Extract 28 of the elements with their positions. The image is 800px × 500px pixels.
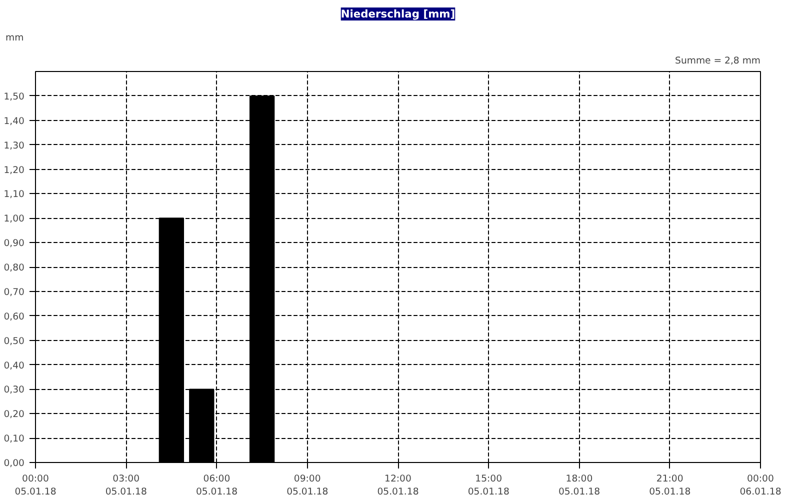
y-tick-label: 1,20 — [4, 164, 25, 176]
y-tick-label: 1,10 — [4, 189, 25, 200]
y-tick-label: 0,30 — [4, 384, 25, 396]
y-tick-label: 0,10 — [4, 434, 25, 445]
y-tick-label: 1,00 — [4, 214, 25, 225]
y-tick-label: 0,40 — [4, 360, 25, 372]
x-tick-label: 03:00 05.01.18 — [105, 474, 147, 498]
y-tick-label: 0,00 — [4, 458, 25, 469]
y-tick-label: 0,20 — [4, 409, 25, 420]
y-tick-label: 0,90 — [4, 238, 25, 250]
x-tick-label: 06:00 05.01.18 — [196, 474, 238, 498]
x-tick-label: 15:00 05.01.18 — [468, 474, 510, 498]
x-tick-label: 00:00 05.01.18 — [14, 474, 56, 498]
y-tick-label: 1,40 — [4, 116, 25, 127]
chart-title: Niederschlag [mm] — [340, 8, 456, 20]
y-tick-label: 0,70 — [4, 286, 25, 298]
x-tick-label: 21:00 05.01.18 — [649, 474, 691, 498]
x-tick-label: 12:00 05.01.18 — [377, 474, 419, 498]
y-axis-title: mm — [6, 32, 24, 44]
y-tick-label: 1,30 — [4, 140, 25, 152]
text: Summe = 2,8 mm — [675, 56, 761, 66]
x-tick-label: 09:00 05.01.18 — [286, 474, 328, 498]
y-tick-label: 1,50 — [4, 91, 25, 102]
x-tick-label: 00:00 06.01.18 — [740, 474, 782, 498]
y-tick-label: 0,80 — [4, 262, 25, 274]
y-tick-label: 0,50 — [4, 336, 25, 347]
x-tick-label: 18:00 05.01.18 — [558, 474, 600, 498]
y-tick-label: 0,60 — [4, 311, 25, 322]
